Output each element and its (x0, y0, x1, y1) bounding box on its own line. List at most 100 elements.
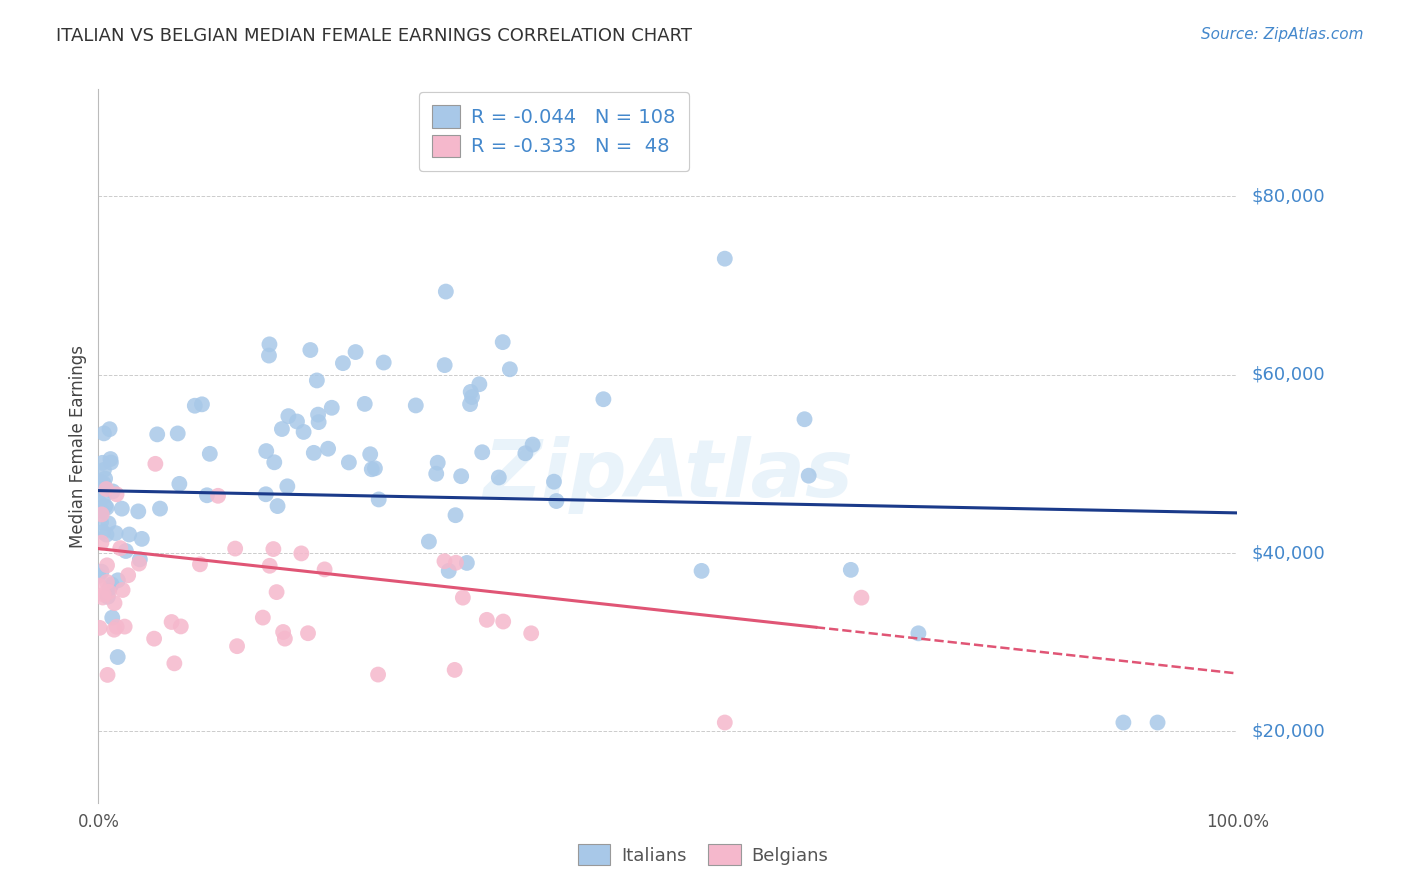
Point (184, 399, 207, 413)
Point (96, 500, 118, 515)
Point (259, 558, 281, 573)
Text: $60,000: $60,000 (1251, 366, 1324, 384)
Point (276, 479, 298, 493)
Point (170, 619, 193, 633)
Point (515, 446, 537, 460)
Text: $20,000: $20,000 (1251, 723, 1324, 740)
Point (714, 715, 737, 730)
Text: $80,000: $80,000 (1251, 187, 1324, 205)
Point (690, 564, 713, 578)
Point (266, 499, 288, 513)
Point (277, 409, 299, 424)
Text: ZipAtlas: ZipAtlas (482, 435, 853, 514)
Point (91, 456, 114, 470)
Point (111, 582, 134, 597)
Point (89, 475, 111, 489)
Point (468, 377, 491, 392)
Text: Source: ZipAtlas.com: Source: ZipAtlas.com (1201, 27, 1364, 42)
Point (285, 415, 308, 429)
Point (131, 532, 153, 546)
Point (226, 639, 249, 653)
Point (160, 615, 183, 629)
Point (115, 544, 138, 558)
Point (252, 610, 274, 624)
Point (359, 447, 381, 461)
Text: ITALIAN VS BELGIAN MEDIAN FEMALE EARNINGS CORRELATION CHART: ITALIAN VS BELGIAN MEDIAN FEMALE EARNING… (56, 27, 692, 45)
Point (444, 508, 467, 523)
Point (520, 626, 543, 640)
Point (91, 591, 114, 605)
Point (93, 463, 115, 477)
Point (546, 494, 568, 508)
Point (254, 444, 277, 458)
Point (292, 425, 315, 439)
Point (191, 397, 214, 411)
Point (321, 401, 343, 415)
Point (714, 252, 737, 266)
Point (96, 482, 118, 496)
Point (418, 534, 440, 549)
Point (93, 476, 115, 491)
Point (143, 632, 166, 646)
Point (104, 526, 127, 541)
Text: $40,000: $40,000 (1251, 544, 1324, 562)
Point (169, 476, 191, 491)
Point (87, 495, 110, 509)
Point (450, 469, 472, 483)
Point (1146, 715, 1168, 730)
Point (907, 626, 929, 640)
Point (271, 625, 294, 640)
Point (433, 554, 456, 568)
Point (90, 515, 112, 529)
Point (425, 467, 447, 481)
Point (299, 343, 322, 357)
Point (87, 568, 110, 582)
Point (87, 579, 110, 593)
Legend: R = -0.044   N = 108, R = -0.333   N =  48: R = -0.044 N = 108, R = -0.333 N = 48 (419, 92, 689, 170)
Point (456, 556, 478, 570)
Point (307, 408, 329, 422)
Point (259, 337, 281, 351)
Point (90, 535, 112, 549)
Point (107, 650, 129, 665)
Point (297, 626, 319, 640)
Point (433, 358, 456, 372)
Point (360, 462, 382, 476)
Point (117, 568, 139, 582)
Point (364, 461, 387, 475)
Point (90, 508, 112, 522)
Point (367, 667, 389, 681)
Point (522, 437, 544, 451)
Point (797, 468, 820, 483)
Point (114, 619, 136, 633)
Point (543, 475, 565, 489)
Point (305, 374, 328, 388)
Point (461, 390, 484, 404)
Point (367, 492, 389, 507)
Point (105, 620, 128, 634)
Point (851, 591, 873, 605)
Point (271, 422, 294, 436)
Point (437, 564, 460, 578)
Point (302, 446, 325, 460)
Point (97, 584, 120, 599)
Point (128, 552, 150, 566)
Point (93, 489, 115, 503)
Point (198, 447, 221, 461)
Point (91, 524, 114, 539)
Point (443, 663, 465, 677)
Point (460, 384, 482, 399)
Point (290, 546, 312, 560)
Point (337, 455, 360, 469)
Point (426, 456, 449, 470)
Point (96, 574, 118, 589)
Point (266, 585, 288, 599)
Point (1112, 715, 1135, 730)
Point (128, 557, 150, 571)
Point (308, 415, 330, 429)
Point (127, 504, 149, 518)
Point (93, 587, 115, 601)
Point (434, 285, 457, 299)
Point (492, 335, 515, 350)
Point (257, 349, 280, 363)
